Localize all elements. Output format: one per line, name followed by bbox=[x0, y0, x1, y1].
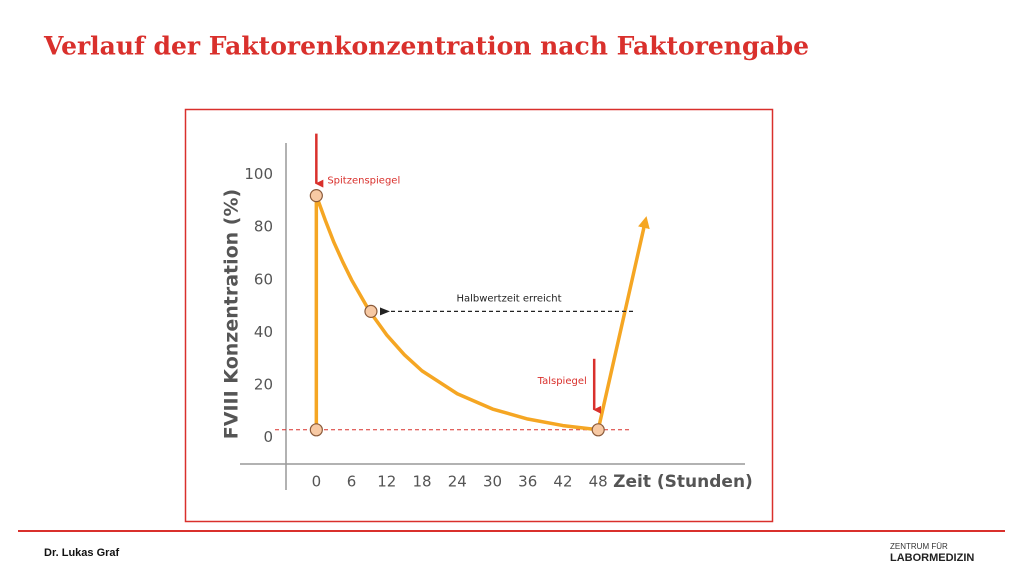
concentration-line bbox=[314, 193, 650, 432]
x-tick-label: 12 bbox=[377, 473, 396, 491]
x-axis-label: Zeit (Stunden) bbox=[613, 472, 753, 492]
y-tick-label: 80 bbox=[254, 218, 273, 236]
x-tick-label: 24 bbox=[448, 473, 467, 491]
point-marker bbox=[309, 189, 323, 203]
logo-top: ZENTRUM FÜR bbox=[890, 542, 948, 551]
footer-author: Dr. Lukas Graf bbox=[44, 547, 120, 559]
x-tick-label: 6 bbox=[347, 473, 357, 491]
x-tick-label: 36 bbox=[518, 473, 537, 491]
x-tick-label: 30 bbox=[483, 473, 502, 491]
slide-title: Verlauf der Faktorenkonzentration nach F… bbox=[43, 32, 809, 61]
y-tick-label: 40 bbox=[254, 323, 273, 341]
chart-frame bbox=[184, 108, 774, 523]
point-marker bbox=[364, 304, 378, 318]
annotation: Halbwertzeit erreicht bbox=[456, 293, 561, 304]
annotation: Spitzenspiegel bbox=[327, 176, 400, 187]
annotation: Talspiegel bbox=[537, 376, 587, 387]
y-tick-label: 60 bbox=[254, 270, 273, 288]
y-tick-label: 20 bbox=[254, 376, 273, 394]
point-marker bbox=[591, 423, 605, 437]
y-tick-label: 0 bbox=[263, 428, 273, 446]
x-tick-label: 48 bbox=[589, 473, 608, 491]
x-tick-label: 18 bbox=[412, 473, 431, 491]
logo-bottom: LABORMEDIZIN bbox=[890, 552, 974, 564]
point-marker bbox=[309, 423, 323, 437]
y-axis-label: FVIII Konzentration (%) bbox=[221, 189, 243, 439]
x-tick-label: 0 bbox=[312, 473, 322, 491]
y-tick-label: 100 bbox=[244, 165, 273, 183]
x-tick-label: 42 bbox=[553, 473, 572, 491]
